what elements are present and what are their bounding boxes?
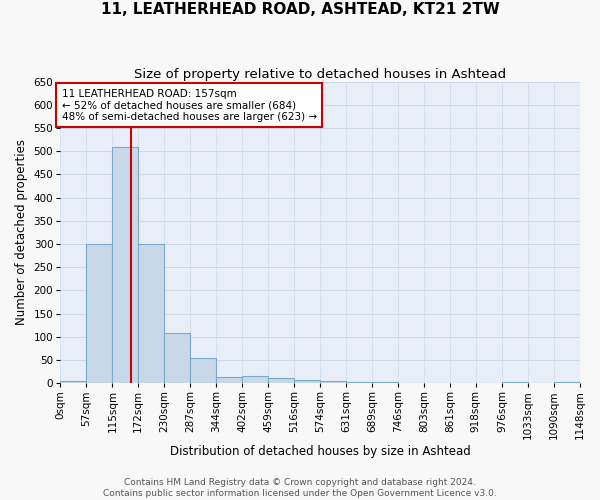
Bar [294, 380, 320, 384]
Bar [502, 382, 528, 384]
Bar [216, 377, 242, 384]
Bar [86, 244, 112, 384]
X-axis label: Distribution of detached houses by size in Ashtead: Distribution of detached houses by size … [170, 444, 470, 458]
Title: Size of property relative to detached houses in Ashtead: Size of property relative to detached ho… [134, 68, 506, 80]
Text: Contains HM Land Registry data © Crown copyright and database right 2024.
Contai: Contains HM Land Registry data © Crown c… [103, 478, 497, 498]
Bar [242, 376, 268, 384]
Bar [190, 358, 216, 384]
Text: 11, LEATHERHEAD ROAD, ASHTEAD, KT21 2TW: 11, LEATHERHEAD ROAD, ASHTEAD, KT21 2TW [101, 2, 499, 18]
Bar [346, 382, 372, 384]
Bar [320, 381, 346, 384]
Bar [372, 382, 398, 384]
Y-axis label: Number of detached properties: Number of detached properties [15, 140, 28, 326]
Bar [112, 146, 138, 384]
Text: 11 LEATHERHEAD ROAD: 157sqm
← 52% of detached houses are smaller (684)
48% of se: 11 LEATHERHEAD ROAD: 157sqm ← 52% of det… [62, 88, 317, 122]
Bar [268, 378, 294, 384]
Bar [164, 333, 190, 384]
Bar [60, 381, 86, 384]
Bar [138, 244, 164, 384]
Bar [554, 382, 580, 384]
